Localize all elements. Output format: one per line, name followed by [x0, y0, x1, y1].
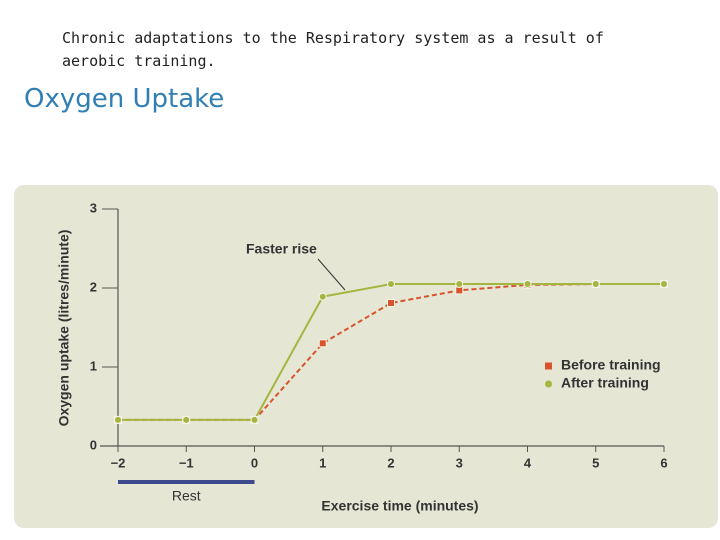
x-tick-label: 2	[387, 455, 394, 470]
marker	[591, 280, 600, 289]
marker	[523, 280, 532, 289]
marker	[318, 292, 327, 301]
y-tick-label: 0	[90, 437, 97, 452]
marker	[250, 415, 259, 424]
legend-marker	[545, 362, 552, 370]
y-tick-label: 1	[90, 358, 97, 373]
y-tick-label: 3	[90, 200, 97, 215]
legend-label: Before training	[561, 357, 661, 373]
y-axis-label: Oxygen uptake (litres/minute)	[56, 230, 72, 427]
x-tick-label: 5	[592, 455, 599, 470]
x-tick-label: 1	[319, 455, 326, 470]
marker	[387, 280, 395, 289]
slide-heading: Oxygen Uptake	[24, 84, 225, 114]
marker	[660, 280, 668, 289]
slide-title: Chronic adaptations to the Respiratory s…	[62, 29, 604, 70]
x-tick-label: −2	[111, 455, 126, 470]
annotation: Rest	[172, 488, 201, 504]
x-axis-label: Exercise time (minutes)	[321, 498, 478, 514]
chart-panel	[14, 185, 718, 528]
annotation-pointer	[317, 258, 346, 291]
marker	[318, 339, 327, 348]
legend-label: After training	[561, 375, 649, 391]
x-tick-label: −1	[179, 455, 194, 470]
marker	[455, 280, 464, 289]
x-tick-label: 6	[660, 455, 667, 470]
x-tick-label: 3	[456, 455, 463, 470]
annotation: Faster rise	[246, 241, 317, 257]
legend-marker	[545, 380, 552, 388]
rest-bar	[118, 480, 255, 484]
x-tick-label: 0	[251, 455, 258, 470]
marker	[182, 415, 191, 424]
marker	[387, 299, 395, 308]
marker	[114, 415, 122, 424]
x-tick-label: 4	[524, 455, 532, 470]
y-tick-label: 2	[90, 279, 97, 294]
